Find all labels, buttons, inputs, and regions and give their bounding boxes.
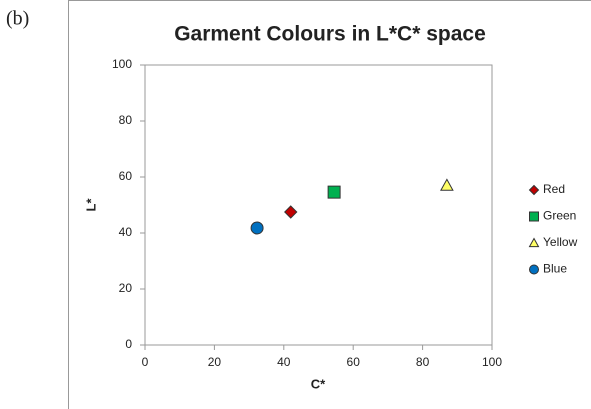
legend-label: Yellow (543, 235, 578, 249)
x-tick-label: 80 (416, 355, 430, 369)
x-tick-label: 40 (277, 355, 291, 369)
chart-title: Garment Colours in L*C* space (174, 23, 486, 46)
plot-area (144, 64, 493, 346)
legend-swatch (529, 264, 539, 275)
legend-label: Red (543, 182, 565, 196)
x-axis-label: C* (311, 376, 326, 391)
y-tick-label: 80 (119, 113, 133, 127)
y-tick-label: 40 (119, 225, 133, 239)
marker (284, 205, 298, 219)
y-tick-label: 20 (119, 281, 133, 295)
x-tick-label: 60 (347, 355, 361, 369)
legend-swatch (528, 237, 540, 248)
y-tick-label: 60 (119, 169, 133, 183)
y-tick-label: 0 (125, 337, 132, 351)
legend-label: Blue (543, 262, 567, 276)
legend-swatch (529, 211, 539, 222)
marker (327, 185, 341, 199)
y-axis-label: L* (83, 198, 98, 212)
marker (440, 178, 454, 191)
panel-label: (b) (6, 8, 29, 30)
x-tick-label: 20 (208, 355, 222, 369)
marker (250, 221, 264, 235)
x-tick-label: 100 (482, 355, 502, 369)
y-tick-label: 100 (112, 57, 132, 71)
x-tick-label: 0 (142, 355, 149, 369)
legend-swatch (528, 184, 540, 196)
legend-label: Green (543, 209, 576, 223)
